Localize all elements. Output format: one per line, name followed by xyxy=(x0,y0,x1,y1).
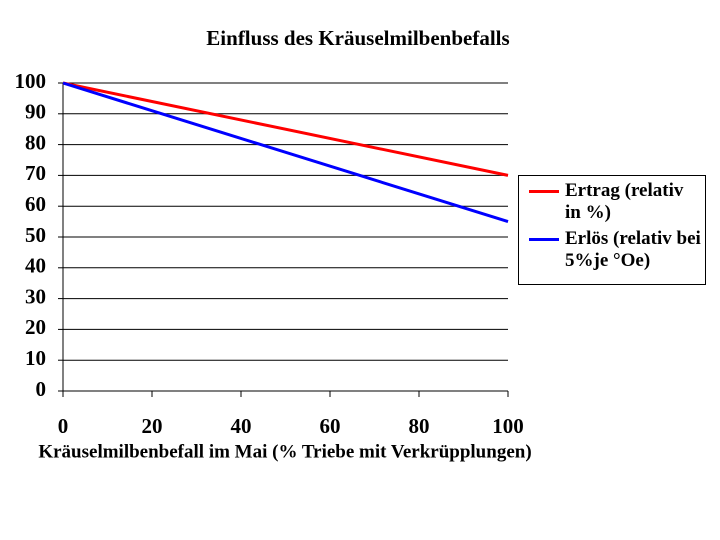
y-tick-label: 20 xyxy=(25,315,46,339)
x-tick-label: 20 xyxy=(142,414,163,438)
x-tick-label: 0 xyxy=(58,414,69,438)
y-tick-label: 40 xyxy=(25,254,46,278)
y-tick-label: 60 xyxy=(25,192,46,216)
legend: Ertrag (relativ in %) Erlös (relativ bei … xyxy=(518,175,706,285)
x-tick-label: 60 xyxy=(320,414,341,438)
legend-item: Ertrag (relativ in %) xyxy=(523,180,701,224)
legend-swatch xyxy=(529,238,559,241)
legend-label: Ertrag (relativ in %) xyxy=(565,180,684,223)
legend-item: Erlös (relativ bei 5%je °Oe) xyxy=(523,228,701,272)
y-tick-label: 80 xyxy=(25,130,46,154)
y-tick-label: 50 xyxy=(25,223,46,247)
legend-swatch xyxy=(529,190,559,193)
x-tick-label: 40 xyxy=(231,414,252,438)
series-line xyxy=(62,81,509,224)
y-tick-label: 30 xyxy=(25,284,46,308)
legend-label: Erlös (relativ bei 5%je °Oe) xyxy=(565,228,701,271)
chart-title: Einfluss des Kräuselmilbenbefalls xyxy=(206,26,509,50)
y-tick-label: 90 xyxy=(25,100,46,124)
y-tick-label: 10 xyxy=(25,346,46,370)
x-tick-label: 80 xyxy=(409,414,430,438)
y-tick-label: 100 xyxy=(15,69,47,93)
x-tick-label: 100 xyxy=(492,414,524,438)
y-tick-label: 70 xyxy=(25,161,46,185)
x-axis-label: Kräuselmilbenbefall im Mai (% Triebe mit… xyxy=(38,441,531,462)
series-line xyxy=(62,81,509,177)
y-tick-label: 0 xyxy=(36,377,47,401)
